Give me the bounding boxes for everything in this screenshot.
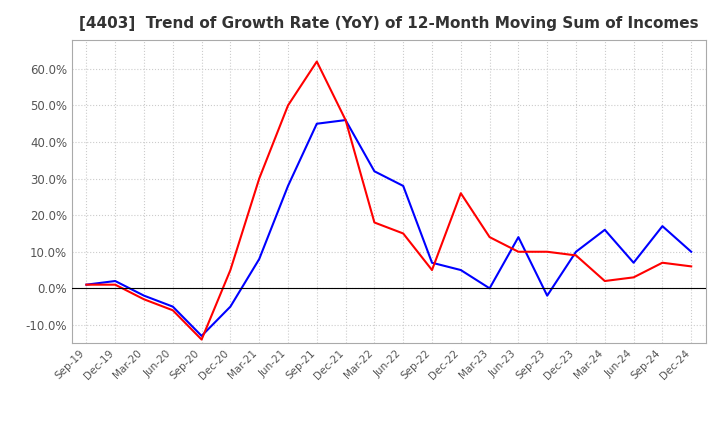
- Title: [4403]  Trend of Growth Rate (YoY) of 12-Month Moving Sum of Incomes: [4403] Trend of Growth Rate (YoY) of 12-…: [79, 16, 698, 32]
- Net Income Growth Rate: [600, 279, 609, 284]
- Net Income Growth Rate: [629, 275, 638, 280]
- Ordinary Income Growth Rate: [687, 249, 696, 254]
- Ordinary Income Growth Rate: [168, 304, 177, 309]
- Ordinary Income Growth Rate: [600, 227, 609, 232]
- Ordinary Income Growth Rate: [284, 183, 292, 189]
- Net Income Growth Rate: [168, 308, 177, 313]
- Ordinary Income Growth Rate: [82, 282, 91, 287]
- Net Income Growth Rate: [687, 264, 696, 269]
- Net Income Growth Rate: [572, 253, 580, 258]
- Ordinary Income Growth Rate: [572, 249, 580, 254]
- Ordinary Income Growth Rate: [629, 260, 638, 265]
- Net Income Growth Rate: [485, 235, 494, 240]
- Net Income Growth Rate: [399, 231, 408, 236]
- Net Income Growth Rate: [312, 59, 321, 64]
- Net Income Growth Rate: [255, 176, 264, 181]
- Line: Net Income Growth Rate: Net Income Growth Rate: [86, 62, 691, 340]
- Net Income Growth Rate: [514, 249, 523, 254]
- Ordinary Income Growth Rate: [514, 235, 523, 240]
- Net Income Growth Rate: [111, 282, 120, 287]
- Ordinary Income Growth Rate: [312, 121, 321, 126]
- Net Income Growth Rate: [658, 260, 667, 265]
- Ordinary Income Growth Rate: [658, 224, 667, 229]
- Ordinary Income Growth Rate: [341, 117, 350, 123]
- Ordinary Income Growth Rate: [543, 293, 552, 298]
- Net Income Growth Rate: [197, 337, 206, 342]
- Net Income Growth Rate: [456, 191, 465, 196]
- Net Income Growth Rate: [140, 297, 148, 302]
- Ordinary Income Growth Rate: [140, 293, 148, 298]
- Net Income Growth Rate: [284, 103, 292, 108]
- Ordinary Income Growth Rate: [399, 183, 408, 189]
- Line: Ordinary Income Growth Rate: Ordinary Income Growth Rate: [86, 120, 691, 336]
- Ordinary Income Growth Rate: [485, 286, 494, 291]
- Ordinary Income Growth Rate: [370, 169, 379, 174]
- Ordinary Income Growth Rate: [456, 268, 465, 273]
- Net Income Growth Rate: [428, 268, 436, 273]
- Net Income Growth Rate: [226, 268, 235, 273]
- Ordinary Income Growth Rate: [111, 279, 120, 284]
- Net Income Growth Rate: [543, 249, 552, 254]
- Net Income Growth Rate: [341, 117, 350, 123]
- Ordinary Income Growth Rate: [226, 304, 235, 309]
- Net Income Growth Rate: [82, 282, 91, 287]
- Ordinary Income Growth Rate: [255, 257, 264, 262]
- Ordinary Income Growth Rate: [197, 333, 206, 338]
- Ordinary Income Growth Rate: [428, 260, 436, 265]
- Net Income Growth Rate: [370, 220, 379, 225]
